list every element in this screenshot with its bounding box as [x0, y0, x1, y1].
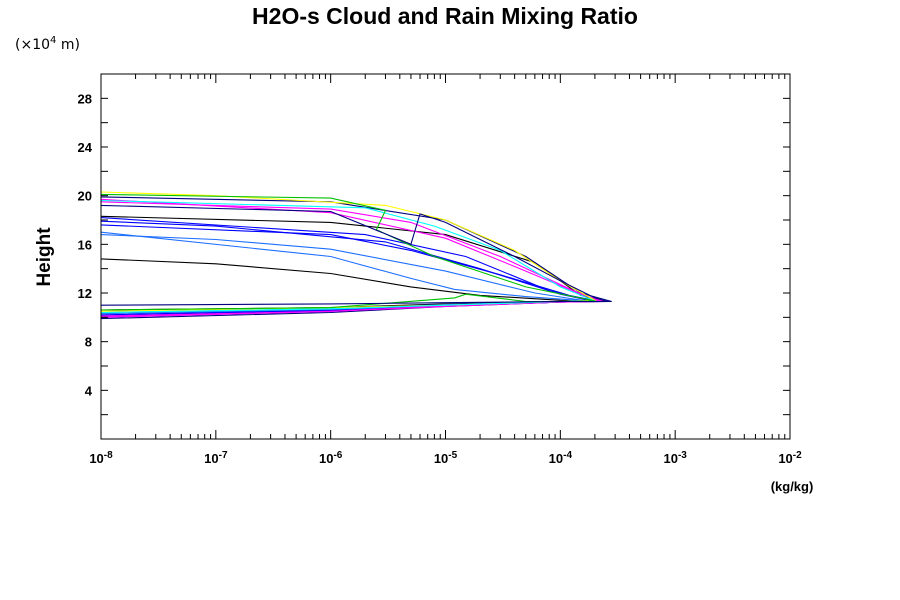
- chart-title: H2O-s Cloud and Rain Mixing Ratio: [252, 3, 638, 29]
- plot-data-area: [101, 191, 612, 320]
- y-scale-note: (×104 m): [15, 35, 80, 53]
- series-line-11: [101, 191, 597, 312]
- series-line-12: [101, 199, 596, 314]
- x-tick-label: 10-8: [89, 450, 113, 466]
- series-line-2: [101, 258, 607, 303]
- y-tick-label: 8: [85, 335, 92, 350]
- y-tick-label: 20: [78, 189, 92, 204]
- y-axis-label: Height: [34, 227, 55, 287]
- axes: [100, 73, 791, 440]
- y-tick-label: 28: [78, 91, 92, 106]
- y-tick-label: 24: [78, 140, 93, 155]
- series-line-14: [101, 204, 609, 306]
- y-tick-label: 4: [85, 383, 93, 398]
- x-tick-label: 10-5: [434, 450, 458, 466]
- x-tick-label: 10-6: [319, 450, 343, 466]
- x-tick-label: 10-7: [204, 450, 228, 466]
- y-tick-label: 16: [78, 237, 92, 252]
- x-tick-label: 10-2: [778, 450, 802, 466]
- x-tick-label: 10-3: [663, 450, 687, 466]
- x-axis-unit-label: (kg/kg): [771, 479, 814, 494]
- tick-labels: 4 8 12 16 20 24 28 10-8 10-7 10-6 10-5 10-4 10-3 10-2: [78, 91, 803, 466]
- series-line-3: [101, 196, 612, 320]
- plot-frame: [100, 73, 791, 440]
- x-tick-label: 10-4: [549, 450, 573, 466]
- y-tick-label: 12: [78, 286, 92, 301]
- series-line-13: [101, 193, 596, 311]
